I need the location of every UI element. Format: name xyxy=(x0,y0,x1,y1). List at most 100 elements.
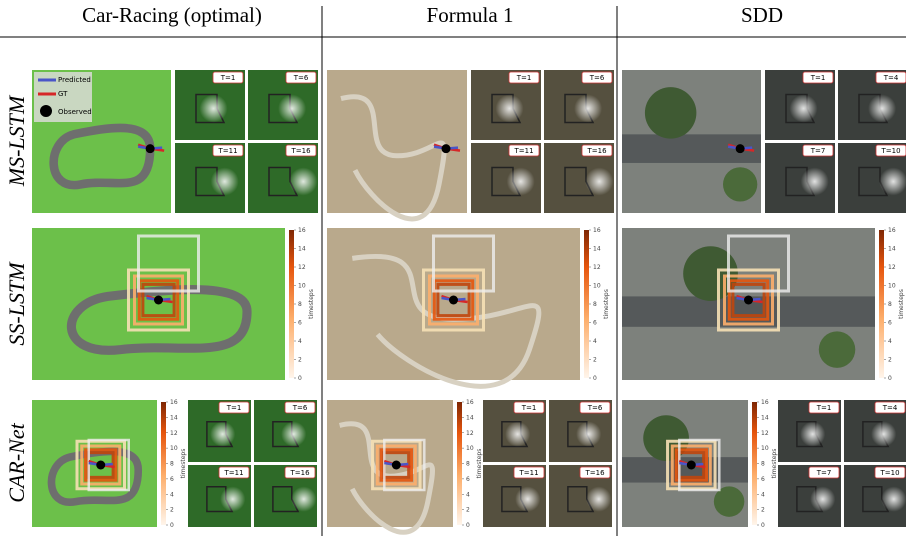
observed-point xyxy=(449,295,458,305)
attention-box xyxy=(727,234,790,293)
probability-glow xyxy=(881,486,906,512)
colorbar-tick-label: 8 xyxy=(593,301,597,308)
colorbar-tick-label: 2 xyxy=(593,357,597,364)
tile-label-box xyxy=(513,401,545,414)
probability-glow xyxy=(586,486,612,512)
probability-glow xyxy=(585,167,614,196)
colorbar-tick-label: 14 xyxy=(888,246,896,253)
probability-glow xyxy=(281,421,307,447)
colorbar-tick-label: 12 xyxy=(761,430,769,437)
scene-image xyxy=(327,70,467,213)
tile-label: T=4 xyxy=(882,404,898,412)
tile-label: T=7 xyxy=(810,147,826,155)
observed-point xyxy=(145,144,155,154)
colorbar-tick-label: 2 xyxy=(298,357,302,364)
tree xyxy=(644,87,697,139)
tree xyxy=(722,167,758,202)
colorbar-tick-label: 14 xyxy=(298,246,306,253)
colorbar-tick-label: 16 xyxy=(761,399,769,406)
tile-label-box xyxy=(808,466,840,479)
attention-box xyxy=(133,274,184,326)
tile-label-box xyxy=(513,466,545,479)
observed-point xyxy=(154,295,163,305)
tile-label-box xyxy=(212,144,244,157)
probability-glow xyxy=(495,94,524,123)
colorbar-tick-label: 10 xyxy=(761,445,769,452)
observed-point xyxy=(441,144,451,154)
colorbar-label: timesteps xyxy=(898,289,905,319)
tile-label-box xyxy=(218,466,250,479)
observed-point xyxy=(96,460,106,470)
colorbar-tick-label: 14 xyxy=(170,414,178,421)
colorbar-tick-label: 6 xyxy=(466,476,470,483)
colorbar-tick-label: 0 xyxy=(888,375,892,382)
probability-glow xyxy=(868,94,897,123)
legend-label: GT xyxy=(58,90,68,98)
probability-glow xyxy=(810,486,836,512)
colorbar-label: timesteps xyxy=(603,289,610,319)
colorbar-tick-label: 6 xyxy=(888,320,892,327)
tile-label: T=16 xyxy=(290,147,311,155)
row-label: SS-LSTM xyxy=(4,261,29,346)
attention-box xyxy=(432,234,495,293)
colorbar-tick-label: 8 xyxy=(761,461,765,468)
colorbar-tick-label: 2 xyxy=(888,357,892,364)
probability-glow xyxy=(210,421,236,447)
probability-glow xyxy=(505,421,531,447)
probability-glow xyxy=(506,167,535,196)
attention-box xyxy=(436,282,471,318)
colorbar-tick-label: 8 xyxy=(466,461,470,468)
tile-label-box xyxy=(874,401,906,414)
tile-label: T=16 xyxy=(289,469,310,477)
tile-label: T=1 xyxy=(810,74,826,82)
colorbar-tick-label: 12 xyxy=(888,264,896,271)
attention-box xyxy=(670,444,712,486)
colorbar xyxy=(584,230,589,378)
tile-label: T=6 xyxy=(589,74,605,82)
attention-box xyxy=(674,448,708,482)
tile-label-box xyxy=(875,144,906,157)
colorbar-tick-label: 10 xyxy=(593,283,601,290)
track xyxy=(47,447,143,506)
colorbar-tick-label: 10 xyxy=(888,283,896,290)
colorbar-tick-label: 16 xyxy=(593,227,601,234)
colorbar-tick-label: 12 xyxy=(298,264,306,271)
probability-glow xyxy=(199,94,228,123)
colorbar xyxy=(289,230,294,378)
colorbar-tick-label: 2 xyxy=(761,507,765,514)
tile-label-box xyxy=(581,71,613,84)
tile-label-box xyxy=(218,401,250,414)
tile-label: T=1 xyxy=(226,404,242,412)
legend-label: Predicted xyxy=(58,76,91,84)
tile-label-box xyxy=(579,466,611,479)
colorbar-label: timesteps xyxy=(476,449,483,479)
tile-label-box xyxy=(285,144,317,157)
colorbar xyxy=(752,402,757,525)
tile-label: T=1 xyxy=(816,404,832,412)
probability-glow xyxy=(871,421,897,447)
attention-box xyxy=(731,282,766,318)
probability-glow xyxy=(210,167,239,196)
colorbar-label: timesteps xyxy=(180,449,187,479)
colorbar-tick-label: 12 xyxy=(593,264,601,271)
colorbar-label: timesteps xyxy=(308,289,315,319)
attention-box xyxy=(137,279,180,321)
probability-glow xyxy=(879,167,906,196)
column-header: Formula 1 xyxy=(427,3,514,27)
tile-label: T=6 xyxy=(587,404,603,412)
tile-label-box xyxy=(508,144,540,157)
attention-box xyxy=(432,279,475,321)
colorbar-tick-label: 8 xyxy=(888,301,892,308)
colorbar-tick-label: 16 xyxy=(466,399,474,406)
attention-box xyxy=(84,448,118,482)
row-label: CAR-Net xyxy=(4,422,29,502)
column-header: Car-Racing (optimal) xyxy=(82,3,262,27)
tile-label-box xyxy=(874,466,906,479)
tile-label: T=11 xyxy=(513,147,533,155)
colorbar-tick-label: 16 xyxy=(298,227,306,234)
colorbar-tick-label: 14 xyxy=(761,414,769,421)
attention-box xyxy=(141,282,176,318)
colorbar-tick-label: 0 xyxy=(170,522,174,529)
tile-label: T=16 xyxy=(584,469,605,477)
tile-label: T=4 xyxy=(883,74,899,82)
